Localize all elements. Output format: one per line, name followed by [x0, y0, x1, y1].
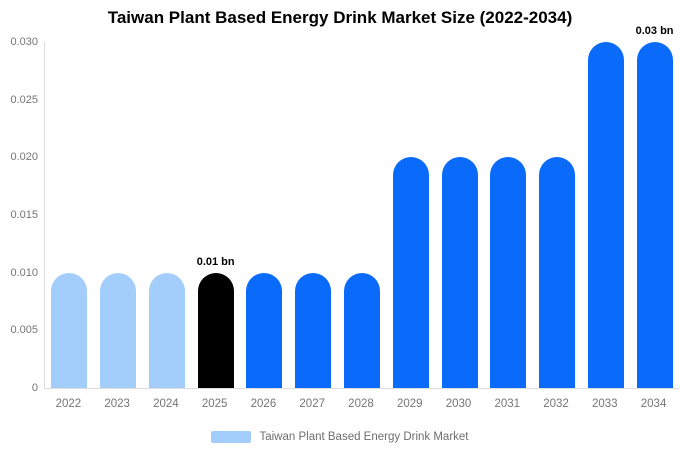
bar-slot	[581, 42, 630, 388]
y-axis-tick-label: 0.020	[10, 151, 38, 164]
legend-swatch[interactable]	[211, 431, 252, 443]
x-axis: 2022 2023 2024 2025 2026 2027 2028 2029 2030 2031…	[44, 398, 678, 410]
y-axis-tick-label: 0.015	[10, 209, 38, 221]
x-axis-tick-label: 2023	[104, 398, 130, 410]
bar-value-label: 0.03 bn	[635, 25, 674, 37]
x-axis-tick-label: 2031	[494, 398, 521, 410]
y-axis-tick-label: 0	[31, 382, 38, 394]
x-axis-tick-label: 2027	[299, 398, 325, 410]
bar-value-label: 0.01 bn	[196, 255, 235, 268]
x-axis-tick-label: 2024	[153, 398, 179, 410]
x-axis-tick-label: 2028	[348, 398, 374, 410]
bar-slot	[240, 42, 289, 388]
x-axis-tick-label: 2029	[396, 398, 423, 410]
bar-2027[interactable]	[295, 272, 332, 388]
x-axis-tick-label: 2025	[201, 398, 228, 410]
y-axis-tick-label: 0.005	[10, 324, 38, 337]
bar-slot	[143, 42, 192, 388]
y-axis-tick-label: 0.025	[10, 93, 38, 106]
bar-slot	[484, 42, 533, 388]
x-axis-tick-label: 2034	[640, 398, 667, 410]
x-axis-tick-label: 2026	[250, 398, 277, 410]
bar-2033[interactable]	[587, 42, 624, 388]
bar-slot	[386, 42, 435, 388]
bar-slot	[435, 42, 484, 388]
x-axis-tick-label: 2022	[55, 398, 82, 410]
bar-2029[interactable]	[392, 157, 429, 388]
legend-label: Taiwan Plant Based Energy Drink Market	[259, 431, 469, 443]
bar-slot: 0.03 bn	[630, 25, 679, 388]
bar-2023[interactable]	[100, 272, 137, 388]
bar-slot: 0.01 bn	[191, 42, 240, 388]
chart-title: Taiwan Plant Based Energy Drink Market S…	[107, 8, 573, 27]
bar-2024[interactable]	[148, 272, 185, 388]
bar-2025[interactable]	[197, 272, 234, 388]
bar-2031[interactable]	[490, 157, 527, 388]
x-axis-tick-label: 2033	[592, 398, 618, 410]
bar-2034[interactable]	[636, 42, 673, 388]
bar-2022[interactable]	[51, 272, 88, 388]
x-axis-tick-label: 2030	[445, 398, 472, 410]
bar-slot	[289, 42, 338, 388]
y-axis-tick-label: 0.030	[10, 36, 38, 48]
bar-slot	[533, 42, 582, 388]
bar-slot	[94, 42, 143, 388]
x-axis-tick-label: 2032	[543, 398, 569, 410]
bar-2032[interactable]	[539, 157, 576, 388]
bar-2026[interactable]	[246, 272, 283, 388]
y-axis-tick-label: 0.010	[10, 266, 38, 279]
bar-slot	[338, 42, 387, 388]
bar-2030[interactable]	[441, 157, 478, 388]
legend-item[interactable]: Taiwan Plant Based Energy Drink Market	[0, 431, 680, 443]
plot-area: 0.01 bn 0.03 bn	[44, 25, 679, 389]
bar-2028[interactable]	[343, 272, 380, 388]
bar-slot	[45, 42, 94, 388]
